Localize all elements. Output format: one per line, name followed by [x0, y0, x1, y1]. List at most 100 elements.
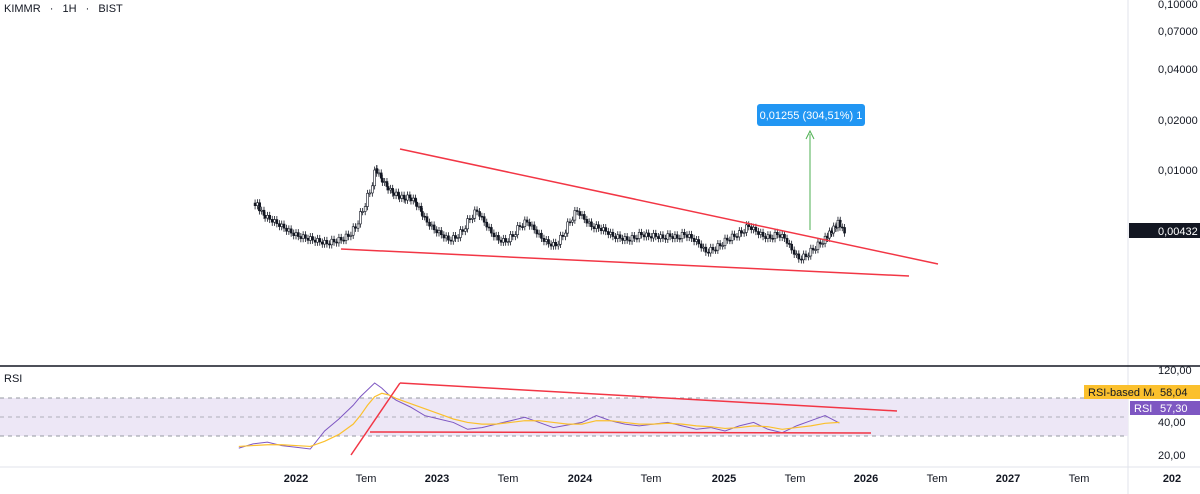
- time-tick: Tem: [1069, 473, 1090, 485]
- candle: [389, 188, 392, 191]
- candle: [528, 221, 531, 227]
- candle: [487, 226, 491, 229]
- candle: [618, 234, 622, 239]
- candle: [311, 236, 314, 241]
- candle: [757, 231, 760, 235]
- candle: [383, 181, 386, 183]
- candle: [773, 232, 777, 239]
- candle: [391, 188, 394, 194]
- candle: [421, 211, 424, 217]
- candle: [414, 197, 417, 203]
- candle: [289, 228, 293, 234]
- candle: [637, 232, 641, 239]
- candle: [354, 226, 357, 229]
- candle: [685, 234, 689, 238]
- candle: [430, 224, 434, 227]
- candle: [687, 234, 691, 238]
- candle: [573, 210, 577, 221]
- candle: [371, 185, 374, 194]
- candle: [386, 186, 390, 191]
- candle: [776, 232, 779, 236]
- candle: [521, 226, 524, 228]
- candle: [537, 232, 541, 235]
- rsi-pane-title[interactable]: RSI: [4, 373, 23, 385]
- candle: [675, 234, 679, 239]
- candle: [752, 226, 755, 230]
- rsi-upper-trendline[interactable]: [399, 382, 898, 412]
- rsi-rise-trendline[interactable]: [350, 382, 401, 456]
- candle: [266, 215, 269, 219]
- candle: [530, 224, 534, 227]
- candle: [657, 236, 660, 239]
- candle: [423, 215, 427, 218]
- candle: [518, 225, 522, 227]
- candle: [506, 241, 510, 244]
- candle: [285, 227, 288, 232]
- candle: [599, 227, 603, 232]
- candle: [664, 237, 667, 240]
- measure-label[interactable]: 0,01255 (304,51%) 1: [757, 104, 865, 126]
- candle: [306, 237, 310, 241]
- candle: [394, 191, 398, 196]
- candle: [742, 232, 746, 234]
- lower-trendline[interactable]: [340, 248, 910, 277]
- rsi-ma-line: [238, 392, 840, 448]
- candle: [509, 234, 512, 243]
- candle: [451, 235, 455, 242]
- candle: [544, 239, 548, 242]
- candle: [282, 223, 286, 229]
- candle: [630, 235, 634, 242]
- upper-trendline[interactable]: [399, 148, 939, 265]
- candle: [788, 243, 791, 245]
- candle: [642, 234, 646, 238]
- candle: [347, 233, 350, 237]
- candle: [278, 223, 281, 227]
- candle: [408, 194, 412, 199]
- rsi-series: [238, 382, 840, 450]
- candle: [468, 218, 472, 220]
- candle: [843, 227, 846, 234]
- candle: [444, 235, 448, 239]
- candle: [792, 249, 796, 255]
- candle: [834, 227, 837, 230]
- candle: [397, 191, 400, 197]
- candle: [532, 224, 536, 231]
- candle: [461, 229, 465, 232]
- rsi-tick: 20,00: [1158, 450, 1186, 462]
- candle: [625, 236, 629, 241]
- candle: [749, 226, 753, 230]
- candle: [494, 235, 498, 238]
- interval[interactable]: 1H: [62, 3, 77, 15]
- chart-header[interactable]: KIMMR · 1H · BIST: [4, 3, 129, 15]
- candle: [463, 228, 467, 232]
- candle: [368, 192, 372, 195]
- candle: [635, 237, 639, 240]
- symbol-name[interactable]: KIMMR: [4, 3, 41, 15]
- candle: [318, 238, 322, 243]
- candle: [292, 232, 296, 236]
- candle: [830, 232, 833, 235]
- candle: [652, 233, 655, 239]
- candle: [349, 234, 353, 237]
- candle: [582, 214, 586, 220]
- candle: [385, 181, 389, 187]
- time-tick: Tem: [641, 473, 662, 485]
- candle: [818, 241, 822, 245]
- candle: [807, 255, 810, 258]
- candle: [802, 253, 805, 261]
- candle: [761, 231, 765, 237]
- candle: [585, 219, 589, 224]
- candle: [296, 232, 300, 237]
- candle: [344, 233, 348, 241]
- candle: [594, 224, 598, 229]
- rsi-lower-trendline[interactable]: [369, 431, 872, 434]
- candle: [511, 234, 515, 237]
- candle: [711, 247, 715, 251]
- candle: [379, 172, 383, 179]
- candle: [832, 225, 835, 234]
- candle: [523, 219, 527, 228]
- candle: [692, 237, 696, 242]
- time-tick: Tem: [785, 473, 806, 485]
- candle: [439, 230, 443, 236]
